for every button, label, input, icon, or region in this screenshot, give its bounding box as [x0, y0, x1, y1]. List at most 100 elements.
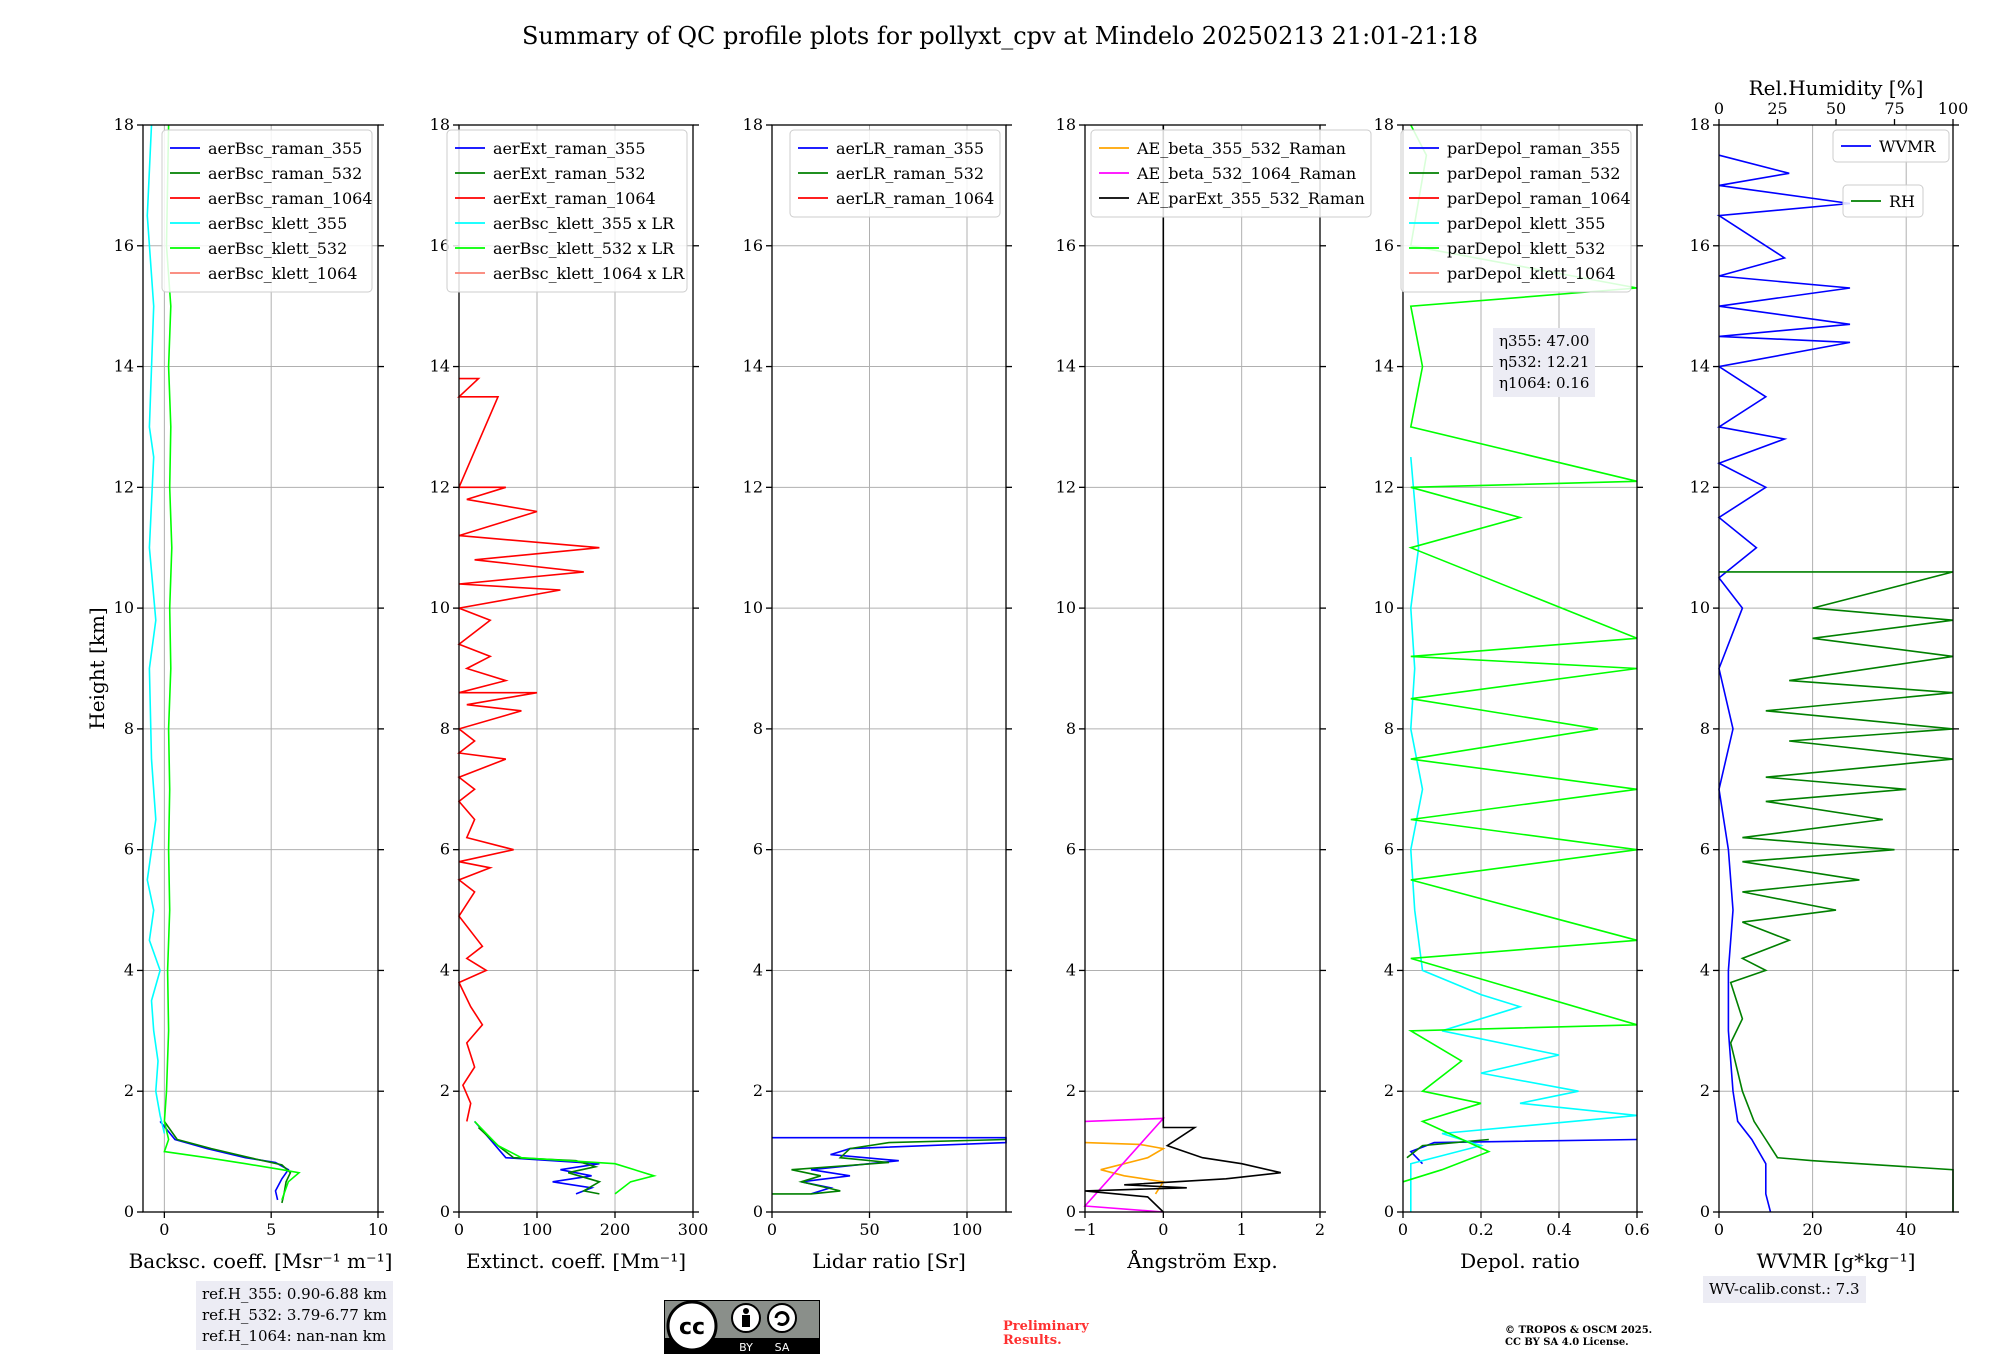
preliminary-results-note: Preliminary Results.: [1003, 1320, 1089, 1348]
figure-title: Summary of QC profile plots for pollyxt_…: [522, 22, 1478, 50]
axes-frame: [1402, 124, 1638, 1213]
eta-box: η355: 47.00 η532: 12.21 η1064: 0.16: [1493, 328, 1596, 397]
panel-depolarization: 0 2 4 6 8 10 12 14 16 18 0 0.2 0.4 0.6 Depol. ratio par…: [1374, 115, 1650, 1273]
y-tick-label: 4: [1384, 960, 1394, 979]
series-line-aerExt_raman_532: [477, 1126, 602, 1195]
ref-height-532: ref.H_532: 3.79-6.77 km: [202, 1306, 387, 1324]
y-tick-label: 4: [440, 960, 450, 979]
series-line-AE_beta_532_1064_Raman: [1083, 1117, 1166, 1213]
y-tick-label: 8: [1700, 719, 1710, 738]
legend-label: AE_parExt_355_532_Raman: [1136, 189, 1365, 208]
y-tick-label: 14: [1690, 357, 1710, 376]
x-tick-label: 0.4: [1546, 1220, 1571, 1239]
y-tick-label: 12: [743, 477, 763, 496]
y-tick-label: 4: [1700, 960, 1710, 979]
legend-label: aerBsc_klett_532: [208, 239, 347, 258]
legend-label: aerLR_raman_532: [836, 164, 984, 183]
series-line-WVMR: [1716, 154, 1851, 1213]
y-tick-label: 4: [124, 960, 134, 979]
y-tick-label: 18: [114, 115, 134, 134]
series-line-AE_parExt_355_532_Raman: [1084, 125, 1281, 1213]
x-tick-label: 0: [159, 1220, 169, 1239]
x-tick-label: 0.6: [1624, 1220, 1649, 1239]
x-axis-label: WVMR [g*kg⁻¹]: [1757, 1249, 1916, 1273]
preliminary-line-1: Preliminary: [1003, 1319, 1089, 1334]
eta-532: η532: 12.21: [1499, 353, 1590, 371]
x2-tick-label: 0: [1714, 99, 1724, 118]
y-tick-label: 8: [753, 719, 763, 738]
y-tick-label: 0: [1700, 1202, 1710, 1221]
legend-label: AE_beta_355_532_Raman: [1136, 139, 1346, 158]
series-line-aerLR_raman_355: [772, 1136, 1007, 1195]
y-tick-label: 6: [124, 840, 134, 859]
y-tick-label: 2: [1066, 1081, 1076, 1100]
y-tick-label: 18: [1374, 115, 1394, 134]
axes-frame: [771, 124, 1007, 1213]
x-tick-label: 0: [1714, 1220, 1724, 1239]
legend-frame: [1842, 184, 1924, 218]
legend-label: aerBsc_klett_355: [208, 214, 347, 233]
x-tick-label: 5: [266, 1220, 276, 1239]
panel-backscatter: 0 2 4 6 8 10 12 14 16 18 0 5 10 Backsc. coeff. [Msr⁻¹…: [85, 115, 392, 1273]
x-tick-label: −1: [1073, 1220, 1097, 1239]
panel-extinction: 0 2 4 6 8 10 12 14 16 18 0 100 200 300 Extinct. coeff.…: [430, 115, 709, 1273]
series-line-parDepol_klett_355: [1409, 457, 1638, 1212]
legend-label: aerBsc_raman_355: [208, 139, 362, 158]
y-tick-label: 16: [430, 236, 450, 255]
svg-text:cc: cc: [679, 1315, 705, 1340]
legend-box: WVMR: [1832, 129, 1950, 163]
svg-text:SA: SA: [775, 1341, 790, 1354]
y-tick-label: 8: [1384, 719, 1394, 738]
legend-label: aerBsc_klett_355 x LR: [493, 214, 675, 233]
y-tick-label: 16: [1374, 236, 1394, 255]
legend-frame: [789, 129, 1001, 218]
legend-label: aerLR_raman_355: [836, 139, 984, 158]
x-tick-label: 200: [600, 1220, 631, 1239]
ref-height-355: ref.H_355: 0.90-6.88 km: [202, 1285, 387, 1303]
copyright-note: © TROPOS & OSCM 2025. CC BY SA 4.0 Licen…: [1505, 1325, 1652, 1349]
y-tick-label: 18: [743, 115, 763, 134]
y-tick-label: 6: [1384, 840, 1394, 859]
legend-label: aerLR_raman_1064: [836, 189, 994, 208]
y-tick-label: 4: [753, 960, 763, 979]
y-tick-label: 14: [430, 357, 450, 376]
x-tick-label: 40: [1896, 1220, 1916, 1239]
legend-label: aerExt_raman_532: [493, 164, 646, 183]
series-line-parDepol_klett_532: [1402, 124, 1638, 1183]
y-tick-label: 10: [1690, 598, 1710, 617]
x-tick-label: 2: [1315, 1220, 1325, 1239]
y-tick-label: 12: [430, 477, 450, 496]
series-line-RH: [1719, 571, 1954, 1212]
legend-frame: [1090, 129, 1372, 218]
series-line-aerExt_raman_1064: [456, 377, 600, 1122]
y-tick-label: 0: [1066, 1202, 1076, 1221]
reference-height-box: ref.H_355: 0.90-6.88 km ref.H_532: 3.79-…: [196, 1281, 393, 1350]
legend-label: aerBsc_klett_532 x LR: [493, 239, 675, 258]
legend-frame: [161, 129, 373, 293]
series-line-aerBsc_klett_532 x LR: [474, 1120, 657, 1195]
series-line-aerBsc_klett_532: [163, 124, 301, 1201]
legend-label: WVMR: [1879, 137, 1936, 156]
y-axis-label: Height [km]: [85, 607, 109, 729]
y-tick-label: 12: [1056, 477, 1076, 496]
y-tick-label: 6: [1066, 840, 1076, 859]
legend-label: aerBsc_klett_1064: [208, 264, 357, 283]
y-tick-label: 16: [743, 236, 763, 255]
y-tick-label: 8: [440, 719, 450, 738]
y-tick-label: 6: [753, 840, 763, 859]
y-tick-label: 12: [1374, 477, 1394, 496]
y-tick-label: 10: [1374, 598, 1394, 617]
x2-axis-label: Rel.Humidity [%]: [1749, 76, 1924, 100]
legend-label: aerBsc_raman_1064: [208, 189, 373, 208]
y-tick-label: 14: [114, 357, 134, 376]
y-tick-label: 2: [440, 1081, 450, 1100]
y-tick-label: 14: [1374, 357, 1394, 376]
axes-frame: [458, 124, 694, 1213]
legend-label: parDepol_raman_532: [1447, 164, 1620, 183]
y-tick-label: 16: [1056, 236, 1076, 255]
y-tick-label: 0: [1384, 1202, 1394, 1221]
y-tick-label: 10: [430, 598, 450, 617]
ref-height-1064: ref.H_1064: nan-nan km: [202, 1327, 387, 1345]
wv-calibration-box: WV-calib.const.: 7.3: [1703, 1276, 1866, 1303]
